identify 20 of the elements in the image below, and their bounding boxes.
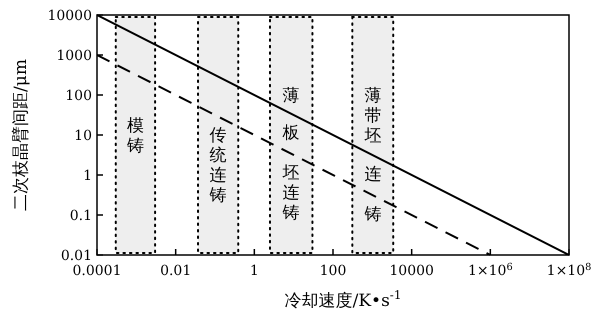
y-tick-label: 10 xyxy=(74,128,92,144)
x-tick-label: 1×10$^{8}$ xyxy=(546,262,592,279)
x-tick-label: 0.01 xyxy=(160,263,192,279)
y-axis-title: 二次枝晶臂间距/μm xyxy=(11,59,31,211)
x-axis-title: 冷却速度/K•s$^{-1}$ xyxy=(284,288,402,311)
x-tick-label: 0.0001 xyxy=(72,263,122,279)
y-tick-label: 10000 xyxy=(47,8,92,24)
x-tick-label: 1×10$^{6}$ xyxy=(468,262,513,279)
band-label: 模铸 xyxy=(126,116,144,156)
y-tick-label: 0.01 xyxy=(60,248,92,264)
x-tick-label: 10000 xyxy=(389,263,434,279)
band-label: 传统连铸 xyxy=(208,126,227,206)
y-tick-label: 100 xyxy=(65,88,92,104)
band-label: 薄带坯连铸 xyxy=(363,86,382,224)
y-tick-label: 1000 xyxy=(56,48,92,64)
y-tick-label: 1 xyxy=(83,168,92,184)
x-tick-label: 100 xyxy=(320,263,346,279)
band-label: 薄板坯连铸 xyxy=(282,86,300,223)
y-tick-label: 0.1 xyxy=(70,208,92,224)
x-tick-label: 1 xyxy=(250,263,259,279)
